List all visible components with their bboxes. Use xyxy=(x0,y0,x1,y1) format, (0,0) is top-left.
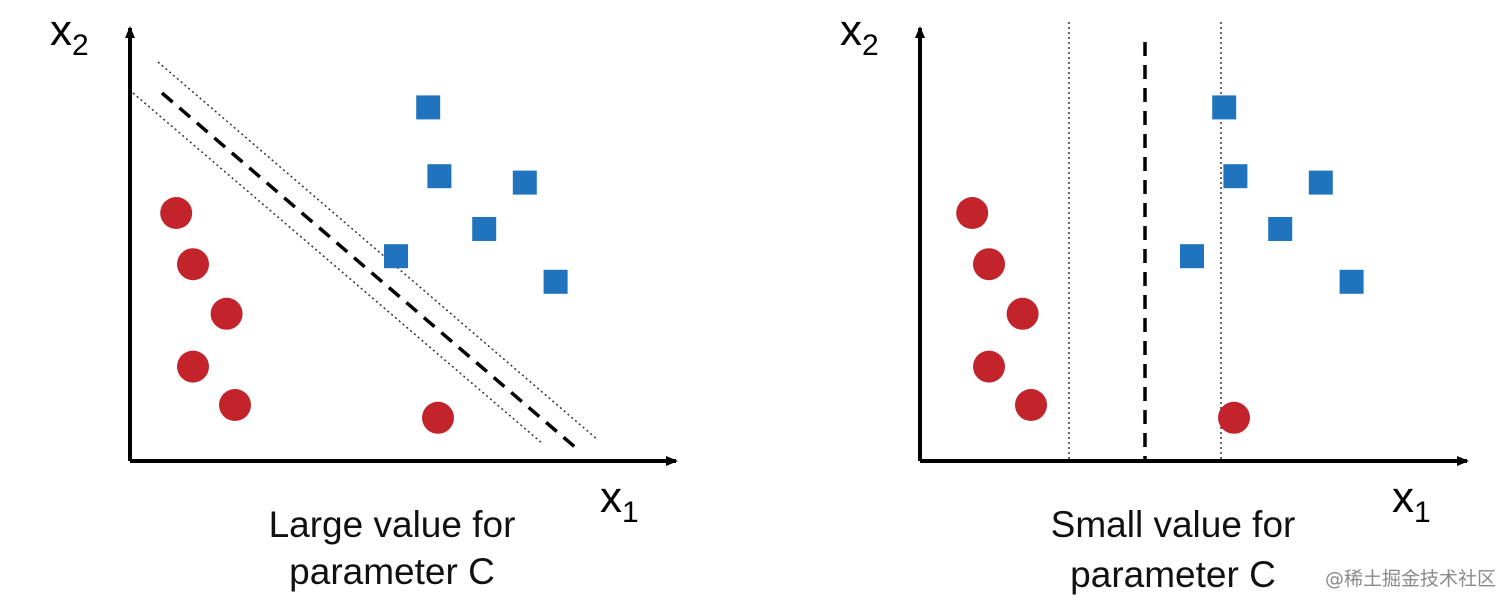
data-points xyxy=(160,95,568,434)
panel-large-c: x2 x1 Large value for parameter C xyxy=(50,6,678,592)
red-class-point xyxy=(422,401,454,434)
caption-line-1: Small value for xyxy=(1051,504,1296,545)
panel-small-c: x2 x1 Small value for parameter C xyxy=(840,6,1469,595)
caption-line-1: Large value for xyxy=(269,504,516,545)
x-axis-label: x1 xyxy=(600,473,639,529)
red-class-point xyxy=(973,350,1005,383)
red-class-point xyxy=(177,248,209,281)
red-class-point xyxy=(956,197,989,229)
red-class-point xyxy=(160,197,193,229)
red-class-point xyxy=(219,389,251,421)
caption-line-2: parameter C xyxy=(289,551,495,592)
blue-class-point xyxy=(1308,170,1333,195)
blue-class-point xyxy=(543,269,568,294)
y-axis-label: x2 xyxy=(50,6,89,62)
blue-class-point xyxy=(1339,269,1364,294)
red-class-point xyxy=(973,248,1005,281)
caption-line-2: parameter C xyxy=(1070,554,1276,595)
red-class-point xyxy=(1015,389,1047,421)
blue-class-point xyxy=(427,164,452,189)
blue-class-point xyxy=(1223,164,1248,189)
blue-class-point xyxy=(416,95,441,120)
blue-class-point xyxy=(1268,217,1293,241)
y-axis-label: x2 xyxy=(840,6,879,62)
red-class-point xyxy=(1006,297,1039,330)
blue-class-point xyxy=(1180,244,1204,269)
red-class-point xyxy=(1218,401,1250,434)
margin-line-upper xyxy=(157,61,599,441)
blue-class-point xyxy=(384,244,408,269)
x-axis-label: x1 xyxy=(1392,473,1431,529)
blue-class-point xyxy=(1212,95,1237,120)
blue-class-point xyxy=(512,170,537,195)
red-class-point xyxy=(210,297,243,330)
data-points xyxy=(956,95,1364,434)
red-class-point xyxy=(177,350,209,383)
blue-class-point xyxy=(472,217,497,241)
watermark: @稀土掘金技术社区 xyxy=(1325,568,1496,590)
